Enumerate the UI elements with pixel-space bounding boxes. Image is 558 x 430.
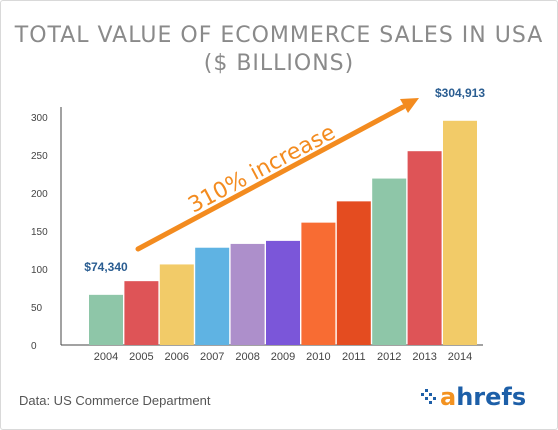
chart-title: TOTAL VALUE OF ECOMMERCE SALES IN USA xyxy=(14,23,544,48)
y-tick-label: 100 xyxy=(31,265,48,276)
bar xyxy=(443,120,477,345)
annotation-label: 310% increase xyxy=(184,120,339,218)
trend-arrow-line xyxy=(135,104,406,252)
x-tick-label: 2011 xyxy=(342,351,366,363)
x-tick-label: 2008 xyxy=(235,351,259,363)
bar xyxy=(407,151,442,345)
x-tick-label: 2014 xyxy=(448,351,472,363)
bar xyxy=(195,247,230,345)
logo-rest: hrefs xyxy=(456,383,527,411)
trend-arrow-head xyxy=(400,98,419,113)
bar xyxy=(266,240,300,345)
x-tick-label: 2007 xyxy=(200,351,224,363)
bar xyxy=(372,178,407,345)
bar xyxy=(159,264,194,345)
ahrefs-wordmark: ahrefs xyxy=(440,383,526,411)
y-tick-label: 300 xyxy=(31,113,48,124)
bar xyxy=(336,201,371,345)
ahrefs-logo: ahrefs xyxy=(421,383,526,411)
bar xyxy=(301,222,336,345)
bar xyxy=(89,294,123,345)
x-tick-label: 2005 xyxy=(129,351,153,363)
x-tick-label: 2013 xyxy=(412,351,436,363)
data-label: $74,340 xyxy=(84,260,128,274)
y-tick-label: 250 xyxy=(31,151,48,162)
x-tick-label: 2010 xyxy=(306,351,330,363)
x-tick-label: 2009 xyxy=(271,351,295,363)
x-tick-label: 2012 xyxy=(377,351,401,363)
data-source-note: Data: US Commerce Department xyxy=(19,393,211,408)
data-label: $304,913 xyxy=(435,86,485,100)
chart-subtitle: ($ BILLIONS) xyxy=(203,51,355,76)
y-tick-label: 50 xyxy=(31,303,43,314)
x-tick-label: 2006 xyxy=(165,351,189,363)
ahrefs-dots-icon xyxy=(421,389,436,404)
y-tick-label: 150 xyxy=(31,227,48,238)
bar xyxy=(124,281,159,345)
y-tick-label: 0 xyxy=(31,341,37,352)
bar xyxy=(230,243,265,345)
x-tick-label: 2004 xyxy=(94,351,118,363)
bar-chart: 0 50 100 150 200 250 300 2004 2005 2006 2007 2008 20… xyxy=(31,86,485,363)
logo-first-letter: a xyxy=(440,383,457,411)
y-tick-label: 200 xyxy=(31,189,48,200)
